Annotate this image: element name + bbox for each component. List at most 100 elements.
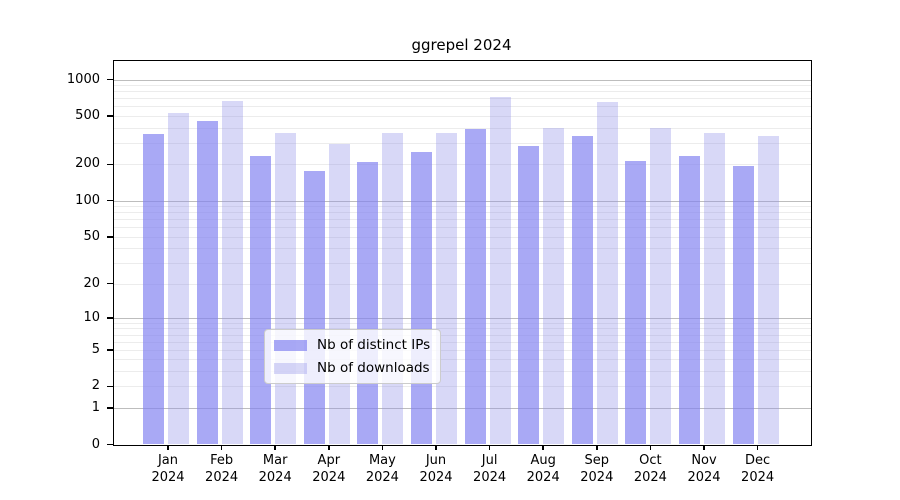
x-tick-aug (542, 444, 544, 450)
bar-ips-aug (518, 146, 540, 445)
x-tick-label-sep: Sep 2024 (580, 452, 614, 485)
gridline-10 (114, 317, 811, 319)
bar-ips-jun (411, 151, 432, 445)
gridline-2 (114, 386, 811, 388)
bar-ips-nov (679, 155, 700, 445)
bar-ips-apr (303, 171, 325, 445)
y-tick-label-1: 1 (91, 399, 100, 415)
y-tick-label-0: 0 (91, 436, 100, 452)
bar-ips-jan (143, 134, 164, 445)
gridline-600 (114, 106, 811, 108)
gridline-300 (114, 142, 811, 144)
gridline-40 (114, 248, 811, 250)
bar-ips-may (357, 162, 379, 445)
gridline-4 (114, 359, 811, 361)
legend-entry-downloads: Nb of downloads (274, 360, 430, 376)
legend-label-distinct-ips: Nb of distinct IPs (317, 337, 431, 353)
y-tick-10 (106, 317, 113, 319)
y-tick-100 (106, 199, 113, 202)
gridline-500 (114, 116, 811, 118)
y-tick-2 (106, 385, 113, 388)
bar-downloads-mar (275, 133, 297, 445)
x-tick-oct (649, 444, 652, 450)
gridline-3 (114, 371, 811, 373)
gridline-1 (114, 407, 811, 409)
y-tick-label-5: 5 (91, 341, 100, 357)
gridline-80 (114, 212, 811, 214)
bar-ips-mar (250, 155, 272, 445)
y-tick-50 (106, 236, 113, 238)
y-tick-label-2: 2 (91, 378, 100, 394)
gridline-6 (114, 341, 811, 343)
x-tick-label-oct: Oct 2024 (633, 452, 667, 485)
x-tick-jan (167, 444, 169, 450)
bar-ips-jul (464, 129, 486, 445)
x-tick-label-jan: Jan 2024 (151, 452, 185, 485)
y-tick-label-100: 100 (75, 192, 100, 208)
legend: Nb of distinct IPs Nb of downloads (264, 329, 442, 384)
bar-ips-oct (625, 160, 647, 445)
y-tick-5 (106, 349, 113, 351)
bar-ips-feb (196, 120, 218, 445)
y-tick-label-20: 20 (83, 275, 100, 291)
bar-downloads-feb (221, 101, 243, 445)
gridline-50 (114, 236, 811, 238)
x-tick-jul (488, 444, 491, 450)
bar-downloads-sep (596, 102, 618, 445)
gridline-900 (114, 85, 811, 87)
gridline-200 (114, 164, 811, 166)
x-tick-jun (435, 444, 437, 450)
x-tick-nov (703, 444, 705, 450)
plot-area: 0 1 2 5 10 20 50 100 200 500 1000 Jan 2024 Feb 2024 Mar… (67, 60, 812, 485)
bar-downloads-dec (757, 136, 779, 445)
y-tick-label-1000: 1000 (66, 71, 100, 87)
x-tick-label-jul: Jul 2024 (473, 452, 507, 485)
chart-title: ggrepel 2024 (411, 36, 512, 54)
legend-swatch-distinct-ips (274, 339, 307, 351)
x-tick-dec (756, 444, 759, 450)
gridline-400 (114, 127, 811, 129)
x-tick-label-apr: Apr 2024 (312, 452, 346, 485)
gridline-20 (114, 283, 811, 285)
y-tick-label-500: 500 (75, 108, 100, 124)
x-tick-feb (220, 444, 223, 450)
x-tick-mar (274, 444, 276, 450)
gridline-7 (114, 334, 811, 336)
bar-downloads-jan (168, 113, 189, 445)
x-tick-label-jun: Jun 2024 (419, 452, 453, 485)
gridline-800 (114, 91, 811, 93)
x-tick-label-mar: Mar 2024 (258, 452, 292, 485)
gridline-70 (114, 219, 811, 221)
bar-downloads-jul (489, 97, 511, 445)
x-tick-label-dec: Dec 2024 (741, 452, 775, 485)
gridline-700 (114, 98, 811, 100)
y-tick-label-200: 200 (75, 156, 100, 172)
x-tick-may (381, 444, 384, 450)
bar-downloads-aug (543, 128, 565, 445)
bar-downloads-may (382, 132, 404, 445)
y-tick-20 (106, 282, 113, 285)
x-tick-label-aug: Aug 2024 (526, 452, 560, 485)
legend-swatch-downloads (274, 362, 307, 374)
x-tick-label-may: May 2024 (365, 452, 399, 485)
bar-downloads-nov (704, 133, 725, 445)
legend-label-downloads: Nb of downloads (317, 360, 430, 376)
y-tick-500 (106, 115, 113, 117)
gridline-60 (114, 227, 811, 229)
y-tick-label-10: 10 (83, 309, 100, 325)
gridline-100 (114, 200, 811, 202)
y-tick-1 (106, 407, 113, 409)
gridline-1000 (114, 79, 811, 81)
x-tick-label-nov: Nov 2024 (687, 452, 721, 485)
gridline-90 (114, 206, 811, 208)
x-tick-apr (328, 444, 330, 450)
y-tick-1000 (106, 78, 113, 81)
gridline-30 (114, 263, 811, 265)
y-tick-0 (106, 443, 113, 446)
x-tick-label-feb: Feb 2024 (205, 452, 239, 485)
x-tick-sep (596, 444, 598, 450)
bar-downloads-oct (650, 127, 672, 445)
gridline-9 (114, 322, 811, 324)
gridline-8 (114, 328, 811, 330)
